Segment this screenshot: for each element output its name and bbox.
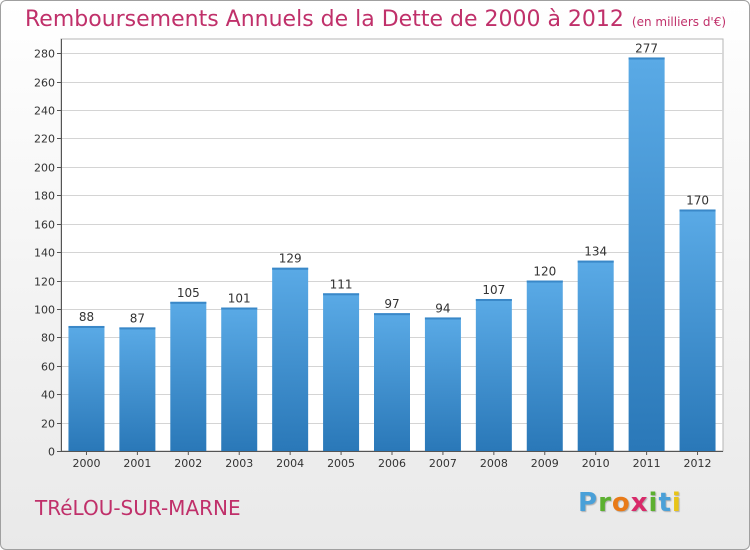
y-tick-label: 180 (34, 190, 55, 203)
brand-letter: o (611, 488, 631, 518)
brand-letter: x (630, 488, 649, 518)
bars (68, 57, 716, 451)
bar-2012 (679, 209, 716, 451)
bar-2007 (424, 317, 461, 451)
brand-logo[interactable]: Proxiti (578, 488, 682, 518)
y-tick-label: 100 (34, 304, 55, 317)
commune-name: TRéLOU-SUR-MARNE (35, 496, 241, 520)
bar-2005 (323, 293, 360, 451)
bar-2004 (272, 267, 309, 451)
x-tick-label: 2012 (684, 457, 712, 470)
brand-letter: r (598, 488, 612, 518)
bar-2011 (628, 57, 665, 451)
y-tick-label: 280 (34, 48, 55, 61)
bar-top-2000 (68, 325, 105, 328)
bar-top-2001 (119, 327, 156, 330)
bar-top-2008 (475, 298, 512, 301)
data-label-2005: 111 (330, 277, 353, 291)
x-tick-label: 2008 (480, 457, 508, 470)
data-label-2010: 134 (584, 245, 607, 259)
x-tick-label: 2000 (72, 457, 100, 470)
data-label-2006: 97 (384, 297, 399, 311)
x-tick-label: 2011 (633, 457, 661, 470)
data-label-2011: 277 (635, 41, 658, 55)
axes: 0 20 40 60 80 100 120 140 160 180 200 220 240 260 280 2… (34, 39, 723, 470)
bar-2001 (119, 327, 156, 451)
data-label-2012: 170 (686, 193, 709, 207)
x-tick-label: 2007 (429, 457, 457, 470)
bar-top-2003 (221, 307, 258, 310)
x-tick-label: 2010 (582, 457, 610, 470)
data-label-2007: 94 (435, 301, 450, 315)
chart-title: Remboursements Annuels de la Dette de 20… (25, 7, 726, 32)
y-tick-label: 120 (34, 276, 55, 289)
data-label-2009: 120 (533, 265, 556, 279)
y-tick-label: 40 (41, 389, 55, 402)
brand-letter: P (578, 488, 599, 518)
y-tick-label: 160 (34, 219, 55, 232)
bar-2002 (170, 301, 207, 451)
data-label-2004: 129 (279, 252, 302, 266)
brand-letter: i (648, 488, 659, 518)
bar-top-2010 (577, 260, 614, 263)
bar-2000 (68, 325, 105, 451)
y-tick-label: 20 (41, 418, 55, 431)
y-tick-label: 220 (34, 133, 55, 146)
bar-top-2004 (272, 267, 309, 270)
bar-top-2006 (374, 313, 410, 316)
bar-top-2009 (526, 280, 563, 283)
y-tick-label: 60 (41, 361, 55, 374)
data-labels: 88 87 105 101 129 111 97 94 107 120 134 277 170 (79, 41, 709, 325)
chart-title-text: Remboursements Annuels de la Dette de 20… (25, 7, 624, 32)
brand-letter: t (658, 488, 672, 518)
x-tick-label: 2004 (276, 457, 304, 470)
bar-top-2012 (679, 209, 716, 212)
data-label-2001: 87 (130, 311, 145, 325)
bar-2009 (526, 280, 563, 451)
bar-2010 (577, 260, 614, 451)
bar-top-2007 (424, 317, 461, 320)
y-tick-label: 140 (34, 247, 55, 260)
y-tick-label: 240 (34, 105, 55, 118)
x-tick-label: 2005 (327, 457, 355, 470)
bar-2006 (374, 313, 410, 451)
x-tick-label: 2003 (225, 457, 253, 470)
y-tick-label: 260 (34, 77, 55, 90)
data-label-2008: 107 (482, 283, 505, 297)
bar-top-2011 (628, 57, 665, 60)
x-tick-label: 2001 (123, 457, 151, 470)
x-tick-label: 2009 (531, 457, 559, 470)
y-tick-label: 0 (48, 446, 55, 459)
y-tick-label: 200 (34, 162, 55, 175)
y-tick-label: 80 (41, 332, 55, 345)
bar-top-2005 (323, 293, 360, 296)
bar-top-2002 (170, 301, 207, 304)
unit-note: (en milliers d'€) (631, 15, 727, 29)
x-tick-label: 2006 (378, 457, 406, 470)
bar-2003 (221, 307, 258, 451)
bar-2008 (475, 298, 512, 451)
data-label-2000: 88 (79, 310, 94, 324)
brand-letter: i (671, 488, 682, 518)
data-label-2003: 101 (228, 292, 251, 306)
x-tick-label: 2002 (174, 457, 202, 470)
data-label-2002: 105 (177, 286, 200, 300)
